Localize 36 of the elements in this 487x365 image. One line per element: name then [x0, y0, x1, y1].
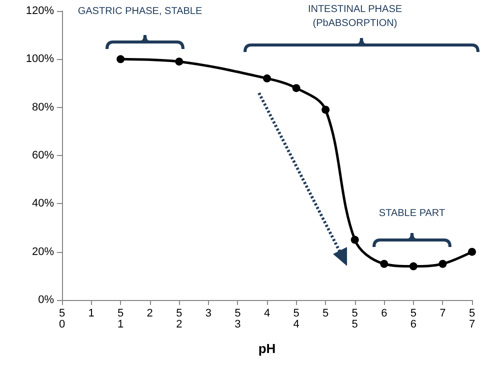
- y-tick-label: 100%: [26, 53, 54, 66]
- y-tick-label: 120%: [26, 5, 54, 17]
- x-tick-label: 5 7: [468, 308, 476, 330]
- annotation: STABLE PART: [378, 207, 446, 221]
- x-tick-label: 1: [88, 308, 94, 320]
- x-tick-label: 2: [146, 308, 153, 320]
- x-tick-label: 5 1: [118, 308, 124, 330]
- x-axis-title: pH: [258, 341, 276, 356]
- y-tick-label: 60%: [32, 150, 54, 162]
- point: [263, 74, 271, 82]
- y-tick-label: 20%: [32, 246, 54, 258]
- x-tick-label: 5: [322, 308, 329, 320]
- x-tick-label: 5 4: [293, 308, 300, 330]
- point: [322, 106, 330, 114]
- x-tick-label: 5 5: [352, 308, 358, 330]
- y-tick-label: 0%: [38, 294, 54, 306]
- x-tick-label: 3: [205, 308, 212, 320]
- x-tick-label: 5 3: [234, 308, 241, 330]
- point: [350, 236, 359, 244]
- point: [380, 260, 388, 268]
- x-tick-label: 4: [264, 308, 270, 320]
- point: [116, 55, 125, 64]
- x-tick-label: 5 6: [410, 308, 416, 330]
- point: [175, 58, 184, 66]
- x-tick-label: 7: [440, 308, 446, 320]
- point: [468, 248, 476, 256]
- x-tick-label: 5 2: [176, 308, 182, 330]
- point: [409, 262, 418, 270]
- x-tick-label: 6: [381, 308, 388, 320]
- y-tick-label: 40%: [32, 198, 54, 210]
- y-tick-label: 80%: [32, 101, 54, 114]
- x-tick-label: 5 0: [58, 308, 66, 330]
- annotation: GASTRIC PHASE, STABLE: [78, 5, 202, 19]
- point: [438, 260, 447, 268]
- point: [292, 84, 300, 92]
- annotation: INTESTINAL PHASE (PbABSORPTION): [308, 3, 402, 31]
